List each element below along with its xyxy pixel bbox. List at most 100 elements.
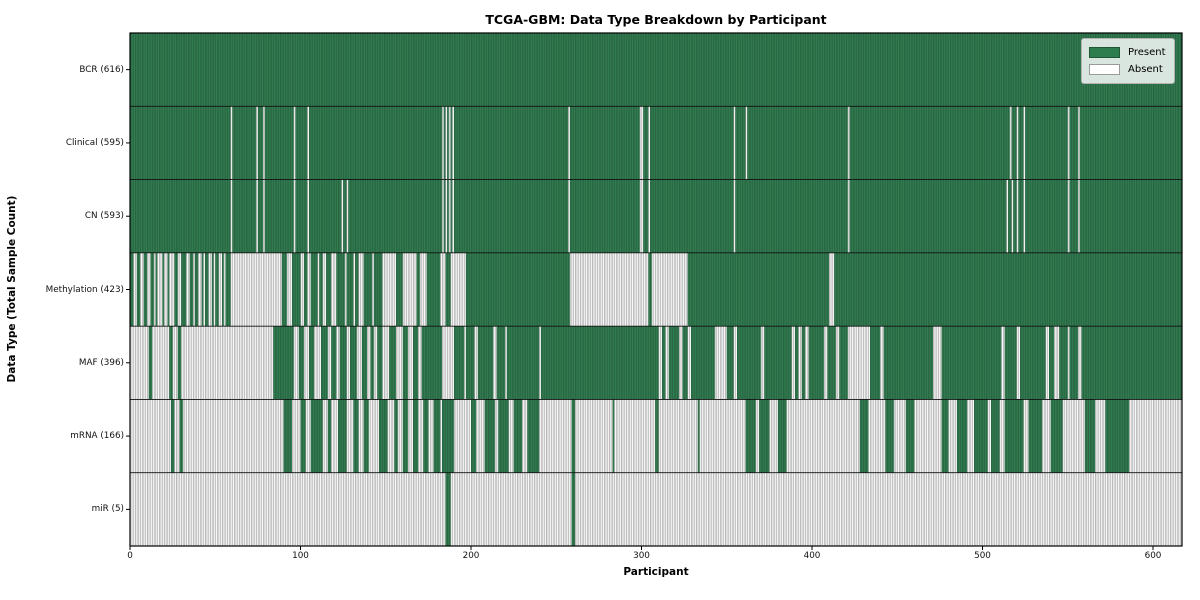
heatmap-run <box>363 399 369 473</box>
heatmap-run <box>471 399 477 473</box>
x-tick-label-400: 400 <box>803 551 821 561</box>
legend: Present Absent <box>1081 38 1175 84</box>
chart-title: TCGA-GBM: Data Type Breakdown by Partici… <box>485 12 827 27</box>
heatmap-run <box>484 399 495 473</box>
heatmap-run <box>448 106 451 180</box>
heatmap-run <box>823 326 828 400</box>
heatmap-run <box>1016 326 1021 400</box>
heatmap-run <box>419 252 427 327</box>
heatmap-run <box>262 106 265 180</box>
heatmap-run <box>300 399 306 473</box>
heatmap-row-clinical <box>130 106 1182 180</box>
heatmap-run <box>179 399 183 473</box>
heatmap-run <box>759 399 770 473</box>
heatmap-run <box>153 252 156 327</box>
heatmap-run <box>1077 326 1082 400</box>
heatmap-run <box>1067 106 1070 180</box>
heatmap-run <box>973 399 988 473</box>
heatmap-run <box>474 326 478 400</box>
y-tick-label-bcr: BCR (616) <box>79 64 124 75</box>
heatmap-run <box>1050 399 1063 473</box>
heatmap-run <box>745 399 756 473</box>
heatmap-run <box>679 326 683 400</box>
heatmap-run <box>805 326 809 400</box>
heatmap-run <box>1028 399 1043 473</box>
heatmap-run <box>991 399 1000 473</box>
heatmap-run <box>366 326 371 400</box>
heatmap-run <box>256 106 258 180</box>
heatmap-run <box>314 326 321 400</box>
heatmap-run <box>745 106 748 180</box>
heatmap-run <box>327 326 332 400</box>
y-tick-label-methylation: Methylation (423) <box>45 284 124 295</box>
heatmap-run <box>262 179 265 253</box>
heatmap-canvas <box>126 32 1183 550</box>
heatmap-run <box>847 326 870 400</box>
heatmap-run <box>382 252 396 327</box>
heatmap-run <box>571 472 576 546</box>
heatmap-run <box>1016 106 1019 180</box>
heatmap-run <box>847 106 850 180</box>
heatmap-run <box>170 399 175 473</box>
heatmap-run <box>905 399 915 473</box>
heatmap-run <box>373 326 378 400</box>
x-tick-label-500: 500 <box>974 551 991 561</box>
heatmap-run <box>445 106 448 180</box>
heatmap-run <box>1054 326 1060 400</box>
heatmap-run <box>798 326 802 400</box>
heatmap-run <box>133 252 137 327</box>
heatmap-run <box>527 399 540 473</box>
heatmap-run <box>353 252 356 327</box>
legend-label-absent: Absent <box>1128 64 1163 75</box>
heatmap-run <box>1067 326 1070 400</box>
heatmap-run <box>777 399 787 473</box>
heatmap-run <box>714 326 727 400</box>
heatmap-run <box>307 179 310 253</box>
heatmap-run <box>378 399 388 473</box>
heatmap-run <box>402 252 417 327</box>
heatmap-run <box>353 399 359 473</box>
heatmap-run <box>1016 179 1019 253</box>
heatmap-row-maf <box>130 326 1182 400</box>
heatmap-run <box>327 399 332 473</box>
heatmap-run <box>442 326 454 400</box>
heatmap-run <box>847 179 850 253</box>
heatmap-run <box>322 252 327 327</box>
heatmap-run <box>1006 179 1009 253</box>
heatmap-run <box>413 399 419 473</box>
heatmap-run <box>395 326 403 400</box>
heatmap-run <box>1077 179 1080 253</box>
heatmap-run <box>442 106 444 180</box>
heatmap-run <box>1001 326 1005 400</box>
heatmap-run <box>218 252 223 327</box>
heatmap-run <box>733 106 736 180</box>
heatmap-run <box>198 252 202 327</box>
heatmap-run <box>283 399 292 473</box>
heatmap-run <box>1077 106 1080 180</box>
heatmap-run <box>956 399 968 473</box>
heatmap-run <box>338 399 347 473</box>
heatmap-run <box>539 326 541 400</box>
heatmap-run <box>505 326 507 400</box>
heatmap-run <box>1023 179 1026 253</box>
heatmap-run <box>186 252 190 327</box>
heatmap-run <box>450 252 466 327</box>
heatmap-run <box>569 252 649 327</box>
x-axis-label: Participant <box>623 566 689 578</box>
heatmap-run <box>307 252 311 327</box>
heatmap-run <box>344 252 347 327</box>
heatmap-run <box>157 252 163 327</box>
legend-label-present: Present <box>1128 47 1166 58</box>
heatmap-run <box>382 326 390 400</box>
heatmap-run <box>169 252 175 327</box>
heatmap-run <box>464 326 466 400</box>
heatmap-run <box>164 252 168 327</box>
heatmap-run <box>310 399 323 473</box>
heatmap-run <box>230 252 282 327</box>
heatmap-run <box>648 106 651 180</box>
heatmap-run <box>655 399 659 473</box>
heatmap-run <box>402 399 408 473</box>
heatmap-run <box>300 252 304 327</box>
heatmap-run <box>307 106 310 180</box>
